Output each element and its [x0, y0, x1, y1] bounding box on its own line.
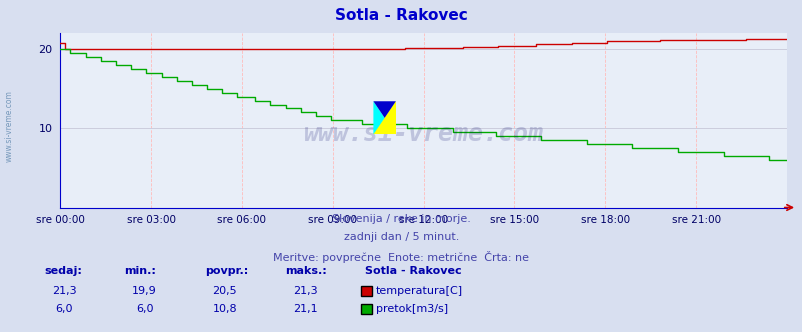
Text: www.si-vreme.com: www.si-vreme.com	[5, 90, 14, 162]
Text: Slovenija / reke in morje.: Slovenija / reke in morje.	[332, 214, 470, 224]
Text: 20,5: 20,5	[213, 286, 237, 296]
Text: temperatura[C]: temperatura[C]	[375, 286, 462, 296]
Text: 21,3: 21,3	[293, 286, 317, 296]
Polygon shape	[373, 101, 395, 134]
Text: 21,3: 21,3	[52, 286, 76, 296]
Text: www.si-vreme.com: www.si-vreme.com	[303, 122, 543, 146]
Text: pretok[m3/s]: pretok[m3/s]	[375, 304, 448, 314]
Text: zadnji dan / 5 minut.: zadnji dan / 5 minut.	[343, 232, 459, 242]
Text: 10,8: 10,8	[213, 304, 237, 314]
Polygon shape	[373, 101, 395, 118]
Text: povpr.:: povpr.:	[205, 266, 248, 276]
Text: 19,9: 19,9	[132, 286, 156, 296]
Text: sedaj:: sedaj:	[44, 266, 82, 276]
Text: Sotla - Rakovec: Sotla - Rakovec	[334, 8, 468, 23]
Text: 6,0: 6,0	[136, 304, 153, 314]
Text: Sotla - Rakovec: Sotla - Rakovec	[365, 266, 461, 276]
Text: min.:: min.:	[124, 266, 156, 276]
Polygon shape	[373, 101, 384, 134]
Text: Meritve: povprečne  Enote: metrične  Črta: ne: Meritve: povprečne Enote: metrične Črta:…	[273, 251, 529, 263]
Text: maks.:: maks.:	[285, 266, 326, 276]
Text: 21,1: 21,1	[293, 304, 317, 314]
Text: 6,0: 6,0	[55, 304, 73, 314]
